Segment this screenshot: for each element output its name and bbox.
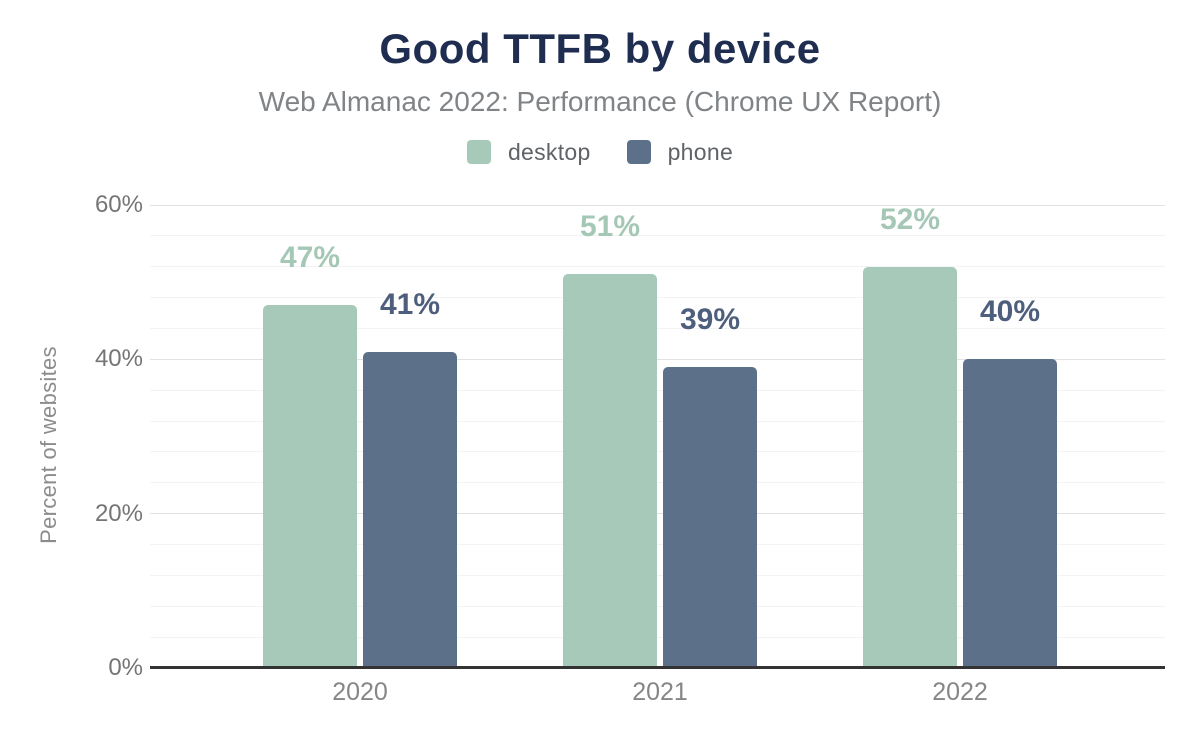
gridline-minor <box>150 266 1165 268</box>
gridline-minor <box>150 451 1165 453</box>
gridline-major <box>150 513 1165 515</box>
y-tick-label: 60% <box>94 191 143 218</box>
bar-value-label-phone-2020: 41% <box>379 287 441 321</box>
bar-value-label-desktop-2020: 47% <box>279 241 341 275</box>
y-tick-label: 40% <box>94 345 143 373</box>
bar-value-label-desktop-2022: 52% <box>879 202 941 236</box>
bar-phone-2020 <box>363 351 457 668</box>
chart-subtitle: Web Almanac 2022: Performance (Chrome UX… <box>258 86 942 117</box>
legend: desktop phone <box>0 138 1200 166</box>
gridline-major <box>150 358 1165 360</box>
x-axis-line <box>150 666 1165 669</box>
bar-desktop-2020 <box>263 305 357 668</box>
gridline-minor <box>150 574 1165 576</box>
legend-label-desktop: desktop <box>507 138 591 165</box>
plot-area: 47% 41% 51% 39% 52% 40% <box>150 202 1165 668</box>
gridline-major <box>150 204 1165 206</box>
gridline-minor <box>150 420 1165 422</box>
y-tick-label: 20% <box>94 499 143 527</box>
legend-swatch-phone <box>626 140 651 164</box>
bar-value-label-desktop-2021: 51% <box>579 210 641 244</box>
gridline-minor <box>150 327 1165 329</box>
gridline-minor <box>150 297 1165 299</box>
legend-swatch-desktop <box>466 140 491 164</box>
gridline-minor <box>150 482 1165 484</box>
bar-phone-2021 <box>663 367 757 668</box>
gridline-minor <box>150 636 1165 638</box>
legend-item-phone: phone <box>626 138 734 166</box>
x-tick-label: 2022 <box>932 678 988 706</box>
bar-value-label-phone-2021: 39% <box>679 303 741 337</box>
bar-desktop-2021 <box>563 274 657 668</box>
bar-phone-2022 <box>963 359 1057 668</box>
legend-label-phone: phone <box>667 138 734 165</box>
x-tick-label: 2021 <box>632 678 688 706</box>
chart-title: Good TTFB by device <box>379 25 821 72</box>
bar-desktop-2022 <box>863 266 957 668</box>
bar-value-label-phone-2022: 40% <box>979 295 1041 329</box>
gridline-minor <box>150 605 1165 607</box>
y-tick-label: 0% <box>108 654 143 681</box>
gridline-minor <box>150 389 1165 391</box>
x-tick-label: 2020 <box>332 678 388 706</box>
legend-item-desktop: desktop <box>466 138 591 166</box>
gridline-minor <box>150 544 1165 546</box>
gridline-minor <box>150 235 1165 237</box>
